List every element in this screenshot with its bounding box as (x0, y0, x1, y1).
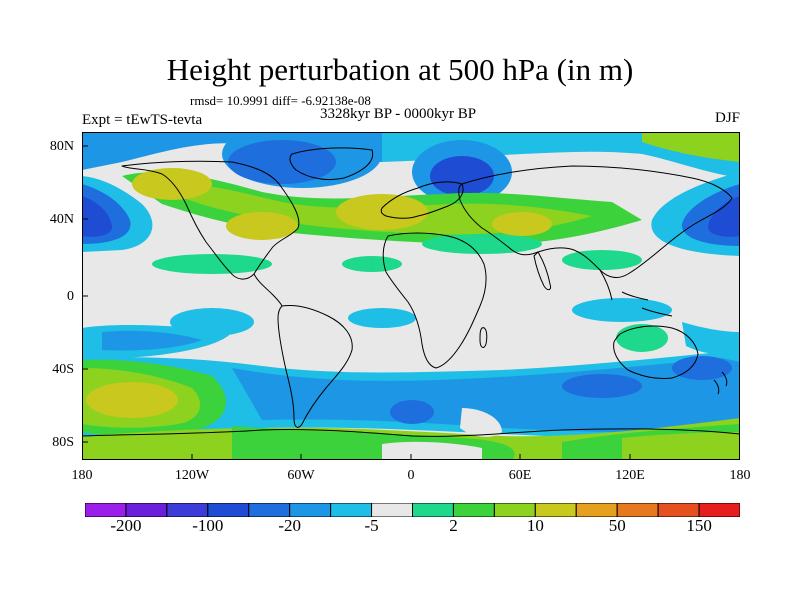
tropical-low-pacific-core (102, 330, 202, 351)
colorbar-box-7 (371, 503, 413, 517)
lon-label-60w: 60W (287, 468, 315, 483)
lon-label-60e: 60E (508, 468, 532, 483)
subtropical-n-africa (422, 234, 542, 254)
colorbar-box-0 (85, 503, 127, 517)
coast-south-america (277, 305, 353, 428)
arctic-east-positive (642, 132, 740, 162)
colorbar-box-15 (698, 503, 740, 517)
colorbar-box-6 (330, 503, 373, 517)
period-text: 3328kyr BP - 0000kyr BP (320, 106, 477, 122)
lat-label-0: 0 (67, 289, 74, 304)
antarctic-gap (460, 408, 502, 437)
sh-low-core-indian (562, 374, 642, 398)
colorbar-label-4: 2 (449, 516, 458, 535)
subtropical-n-atlantic (342, 256, 402, 272)
colorbar-label-1: -100 (192, 516, 224, 535)
coast-southeast-asia (599, 269, 673, 317)
colorbar-box-2 (166, 503, 209, 517)
experiment-label: Expt = tEwTS-tevta (82, 112, 203, 128)
coast-australia (613, 325, 699, 379)
lon-label-180e: 180 (729, 468, 751, 483)
coast-greenland (289, 147, 374, 181)
subtropical-n-west (152, 254, 272, 274)
colorbar-box-1 (125, 503, 168, 517)
antarctic-gap-2 (382, 441, 482, 460)
colorbar-box-4 (248, 503, 291, 517)
lon-label-120e: 120E (615, 468, 645, 483)
coast-north-america (121, 160, 300, 280)
lat-label-80n: 80N (49, 139, 74, 154)
colorbar-label-5: 10 (526, 516, 544, 535)
sh-low-core-atlantic (390, 400, 434, 424)
colorbar-box-11 (534, 503, 577, 517)
coast-europe (380, 181, 464, 219)
colorbar-box-10 (493, 503, 536, 517)
colorbar-box-3 (207, 503, 250, 517)
coast-africa (382, 232, 487, 369)
npacific-low-west-core (82, 196, 112, 237)
antarctic-positive-east-inner (622, 432, 740, 460)
lat-label-40s: 40S (52, 362, 74, 377)
australia-positive (616, 324, 668, 352)
tropical-low-atlantic (348, 308, 416, 328)
contour-field (82, 132, 740, 460)
axis-ticks (82, 145, 631, 460)
lat-label-40n: 40N (49, 212, 74, 227)
colorbar-box-5 (289, 503, 332, 517)
asia-high (492, 212, 552, 236)
spacific-high-core (86, 382, 178, 418)
colorbar-label-3: -5 (364, 516, 379, 535)
coast-antarctica (82, 428, 740, 437)
colorbar-label-7: 150 (686, 516, 712, 535)
colorbar-box-14 (657, 503, 700, 517)
greenland-low-core (228, 140, 336, 184)
tropical-low-central (170, 308, 254, 336)
coast-new-zealand (713, 371, 728, 395)
npacific-low-east-core (708, 196, 740, 237)
stats-text: rmsd= 10.9991 diff= -6.92138e-08 (190, 93, 371, 108)
lon-label-180w: 180 (71, 468, 93, 483)
colorbar-box-9 (452, 503, 495, 517)
colorbar-box-12 (575, 503, 618, 517)
lon-label-120w: 120W (174, 468, 210, 483)
pacific-high (132, 168, 212, 200)
colorbar (85, 503, 740, 517)
colorbar-box-8 (412, 503, 454, 517)
colorbar-label-2: -20 (278, 516, 302, 535)
america-high (226, 212, 298, 240)
coast-madagascar (479, 327, 488, 348)
subtropical-n-india (562, 250, 642, 270)
siberia-low-core (430, 156, 494, 196)
coast-central-america (253, 273, 283, 307)
coast-asia (458, 165, 733, 278)
season-label: DJF (714, 110, 740, 126)
lat-label-80s: 80S (52, 435, 74, 450)
plot-title: Height perturbation at 500 hPa (in m) (166, 52, 634, 87)
tropical-low-east (682, 322, 740, 355)
colorbar-label-0: -200 (110, 516, 142, 535)
tropical-low-indian (572, 298, 672, 322)
sh-low-core-east (672, 356, 732, 380)
coastlines (82, 147, 740, 437)
colorbar-box-13 (616, 503, 659, 517)
map-panel (82, 132, 740, 460)
coast-india (533, 251, 551, 291)
colorbar-label-6: 50 (608, 516, 626, 535)
lon-label-0: 0 (407, 468, 415, 483)
